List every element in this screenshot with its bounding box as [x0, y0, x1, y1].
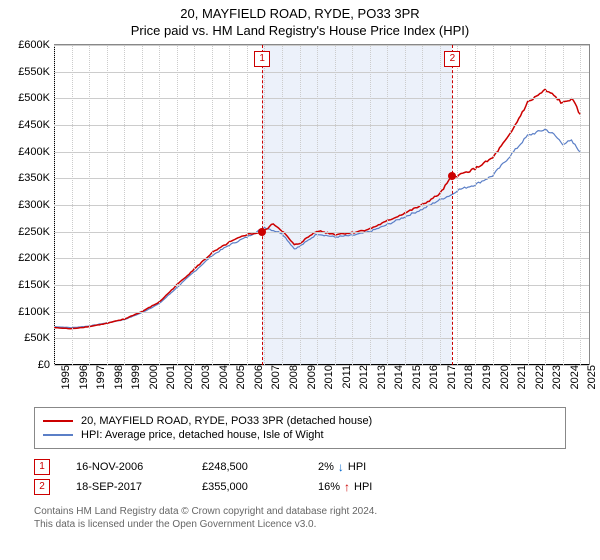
- x-tick-label: 1999: [128, 365, 142, 389]
- x-tick-label: 2024: [567, 365, 581, 389]
- chart-title-desc: Price paid vs. HM Land Registry's House …: [0, 21, 600, 44]
- x-tick-label: 2004: [216, 365, 230, 389]
- y-tick-label: £450K: [18, 119, 54, 131]
- sale-marker-line: [452, 45, 453, 365]
- chart-title-address: 20, MAYFIELD ROAD, RYDE, PO33 3PR: [0, 0, 600, 21]
- x-tick-label: 2001: [163, 365, 177, 389]
- x-tick-label: 2006: [251, 365, 265, 389]
- legend-swatch: [43, 420, 73, 422]
- y-tick-label: £0: [38, 359, 54, 371]
- legend-row: 20, MAYFIELD ROAD, RYDE, PO33 3PR (detac…: [43, 414, 557, 428]
- y-tick-label: £50K: [24, 332, 54, 344]
- sale-suffix: HPI: [348, 461, 366, 473]
- sale-suffix: HPI: [354, 481, 372, 493]
- sales-table: 1 16-NOV-2006 £248,500 2% ↓ HPI 2 18-SEP-2017 £3…: [34, 457, 566, 497]
- legend: 20, MAYFIELD ROAD, RYDE, PO33 3PR (detac…: [34, 407, 566, 449]
- footer-attribution: Contains HM Land Registry data © Crown c…: [34, 505, 566, 531]
- x-tick-label: 2000: [146, 365, 160, 389]
- footer-line1: Contains HM Land Registry data © Crown c…: [34, 505, 566, 518]
- y-tick-label: £300K: [18, 199, 54, 211]
- sale-marker-dot: [448, 172, 456, 180]
- sale-price: £248,500: [202, 461, 292, 473]
- sale-pct: 16%: [318, 481, 340, 493]
- sale-row: 1 16-NOV-2006 £248,500 2% ↓ HPI: [34, 457, 566, 477]
- x-tick-label: 2023: [549, 365, 563, 389]
- x-tick-label: 2011: [339, 365, 353, 389]
- sale-marker-box: 1: [254, 51, 270, 67]
- x-tick-label: 2018: [461, 365, 475, 389]
- sale-price: £355,000: [202, 481, 292, 493]
- sale-marker-dot: [258, 228, 266, 236]
- x-tick-label: 2005: [233, 365, 247, 389]
- x-tick-label: 2002: [181, 365, 195, 389]
- sale-key: 2: [34, 479, 50, 495]
- x-tick-label: 2010: [321, 365, 335, 389]
- x-tick-label: 1995: [58, 365, 72, 389]
- x-tick-label: 2003: [198, 365, 212, 389]
- sale-delta: 16% ↑ HPI: [318, 480, 372, 494]
- x-tick-label: 2020: [497, 365, 511, 389]
- y-tick-label: £150K: [18, 279, 54, 291]
- arrow-down-icon: ↓: [338, 460, 344, 474]
- x-tick-label: 2022: [532, 365, 546, 389]
- x-tick-label: 2009: [304, 365, 318, 389]
- legend-row: HPI: Average price, detached house, Isle…: [43, 428, 557, 442]
- sale-marker-box: 2: [444, 51, 460, 67]
- x-tick-label: 2012: [356, 365, 370, 389]
- chart-container: 20, MAYFIELD ROAD, RYDE, PO33 3PR Price …: [0, 0, 600, 531]
- sale-date: 16-NOV-2006: [76, 461, 176, 473]
- legend-label: 20, MAYFIELD ROAD, RYDE, PO33 3PR (detac…: [81, 415, 372, 427]
- x-tick-label: 2016: [426, 365, 440, 389]
- x-tick-label: 2025: [584, 365, 598, 389]
- sale-date: 18-SEP-2017: [76, 481, 176, 493]
- x-tick-label: 1997: [93, 365, 107, 389]
- x-tick-label: 2019: [479, 365, 493, 389]
- plot-wrapper: £0£50K£100K£150K£200K£250K£300K£350K£400…: [54, 44, 590, 401]
- y-tick-label: £200K: [18, 252, 54, 264]
- y-tick-label: £350K: [18, 172, 54, 184]
- x-tick-label: 2017: [444, 365, 458, 389]
- arrow-up-icon: ↑: [344, 480, 350, 494]
- sale-row: 2 18-SEP-2017 £355,000 16% ↑ HPI: [34, 477, 566, 497]
- x-tick-label: 2014: [391, 365, 405, 389]
- footer-line2: This data is licensed under the Open Gov…: [34, 518, 566, 531]
- x-tick-label: 1998: [111, 365, 125, 389]
- y-tick-label: £600K: [18, 39, 54, 51]
- legend-swatch: [43, 434, 73, 436]
- x-tick-label: 2015: [409, 365, 423, 389]
- plot-area: £0£50K£100K£150K£200K£250K£300K£350K£400…: [54, 44, 590, 365]
- y-tick-label: £100K: [18, 306, 54, 318]
- y-tick-label: £500K: [18, 92, 54, 104]
- x-tick-label: 2021: [514, 365, 528, 389]
- y-tick-label: £250K: [18, 226, 54, 238]
- y-tick-label: £550K: [18, 66, 54, 78]
- x-tick-label: 2013: [374, 365, 388, 389]
- sale-delta: 2% ↓ HPI: [318, 460, 366, 474]
- legend-label: HPI: Average price, detached house, Isle…: [81, 429, 324, 441]
- x-tick-label: 2008: [286, 365, 300, 389]
- sale-key: 1: [34, 459, 50, 475]
- y-tick-label: £400K: [18, 146, 54, 158]
- x-tick-label: 2007: [268, 365, 282, 389]
- sale-pct: 2%: [318, 461, 334, 473]
- x-tick-label: 1996: [76, 365, 90, 389]
- sale-marker-line: [262, 45, 263, 365]
